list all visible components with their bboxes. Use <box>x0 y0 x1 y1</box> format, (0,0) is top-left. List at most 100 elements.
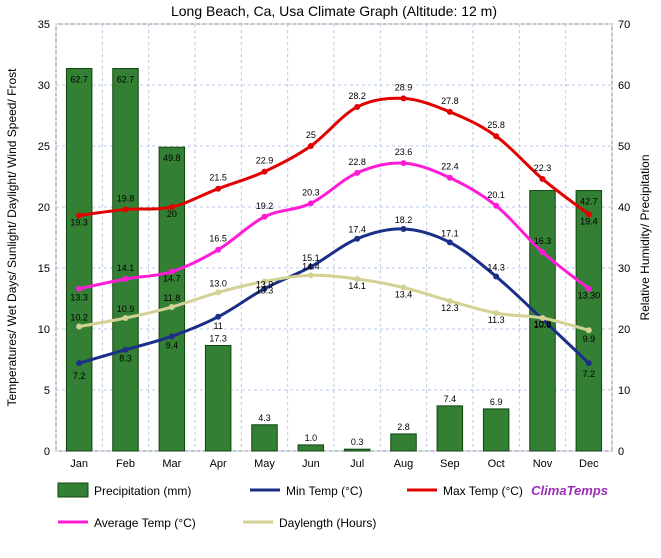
series-value-label: 28.2 <box>348 91 366 101</box>
series-value-label: 21.5 <box>209 173 227 183</box>
series-value-label: 14.1 <box>117 263 135 273</box>
series-value-label: 12.3 <box>441 303 459 313</box>
series-marker <box>308 272 314 278</box>
precipitation-bar <box>205 345 230 451</box>
series-marker <box>262 214 268 220</box>
left-tick-label: 30 <box>38 80 50 92</box>
series-marker <box>215 186 221 192</box>
series-marker <box>447 239 453 245</box>
series-value-label: 7.2 <box>583 369 596 379</box>
series-marker <box>354 104 360 110</box>
series-marker <box>447 109 453 115</box>
series-value-label: 7.2 <box>73 371 86 381</box>
series-value-label: 25 <box>306 130 316 140</box>
series-marker <box>169 304 175 310</box>
series-marker <box>76 324 82 330</box>
precipitation-bar <box>113 69 138 451</box>
series-value-label: 20 <box>167 209 177 219</box>
series-value-label: 23.6 <box>395 147 413 157</box>
precipitation-bar <box>344 449 369 451</box>
legend-swatch-bar <box>58 483 88 497</box>
series-marker <box>169 333 175 339</box>
legend-label: Precipitation (mm) <box>94 484 191 498</box>
series-marker <box>401 226 407 232</box>
left-tick-label: 5 <box>44 385 50 397</box>
right-tick-label: 0 <box>618 446 624 458</box>
left-tick-label: 25 <box>38 141 50 153</box>
right-tick-label: 30 <box>618 263 630 275</box>
series-value-label: 10.9 <box>117 304 135 314</box>
series-marker <box>123 206 129 212</box>
legend-label: Max Temp (°C) <box>443 484 523 498</box>
series-value-label: 19.4 <box>580 216 598 226</box>
series-marker <box>540 176 546 182</box>
bar-value-label: 49.8 <box>163 153 181 163</box>
series-value-label: 13.0 <box>209 278 227 288</box>
right-tick-label: 70 <box>618 19 630 31</box>
series-marker <box>401 160 407 166</box>
series-value-label: 11.8 <box>163 293 180 303</box>
series-marker <box>123 315 129 321</box>
precipitation-bar <box>298 445 323 451</box>
brand-label: ClimaTemps <box>531 483 608 498</box>
precipitation-bar <box>483 409 508 451</box>
legend-label: Daylength (Hours) <box>279 516 376 530</box>
series-value-label: 10.2 <box>70 313 88 323</box>
left-tick-label: 10 <box>38 324 50 336</box>
category-label: Nov <box>533 458 553 470</box>
series-marker <box>401 95 407 101</box>
series-value-label: 9.9 <box>583 334 596 344</box>
bar-value-label: 7.4 <box>444 394 457 404</box>
category-label: Oct <box>488 458 505 470</box>
right-tick-label: 60 <box>618 80 630 92</box>
series-value-label: 20.1 <box>487 190 505 200</box>
bar-value-label: 4.3 <box>258 413 271 423</box>
series-value-label: 16.5 <box>209 234 227 244</box>
series-marker <box>540 249 546 255</box>
series-value-label: 17.4 <box>348 225 366 235</box>
series-marker <box>447 175 453 181</box>
series-marker <box>354 236 360 242</box>
series-value-label: 13.4 <box>395 290 413 300</box>
series-value-label: 11 <box>213 321 222 331</box>
bar-value-label: 6.9 <box>490 397 503 407</box>
series-value-label: 22.4 <box>441 162 459 172</box>
right-tick-label: 40 <box>618 202 630 214</box>
series-value-label: 20.3 <box>302 187 320 197</box>
bar-value-label: 1.0 <box>305 433 318 443</box>
category-label: Jun <box>302 458 320 470</box>
series-value-label: 16.3 <box>534 236 552 246</box>
series-value-label: 18.2 <box>395 215 413 225</box>
series-value-label: 19.3 <box>70 218 88 228</box>
left-tick-label: 15 <box>38 263 50 275</box>
bar-value-label: 0.3 <box>351 437 364 447</box>
climate-chart: 05101520253035010203040506070JanFebMarAp… <box>0 0 661 558</box>
series-value-label: 22.8 <box>348 157 366 167</box>
left-tick-label: 0 <box>44 446 50 458</box>
series-value-label: 14.7 <box>163 274 181 284</box>
precipitation-bar <box>391 434 416 451</box>
series-marker <box>308 200 314 206</box>
series-value-label: 27.8 <box>441 96 459 106</box>
chart-title: Long Beach, Ca, Usa Climate Graph (Altit… <box>171 3 497 19</box>
category-label: May <box>254 458 275 470</box>
series-marker <box>354 170 360 176</box>
series-value-label: 14.3 <box>487 263 505 273</box>
legend-label: Min Temp (°C) <box>286 484 363 498</box>
left-axis-label: Temperatures/ Wet Days/ Sunlight/ Daylig… <box>5 68 19 407</box>
series-value-label: 13.3 <box>70 293 88 303</box>
series-marker <box>215 289 221 295</box>
bar-value-label: 62.7 <box>117 75 135 85</box>
series-value-label: 8.3 <box>119 354 132 364</box>
series-value-label: 17.1 <box>441 228 459 238</box>
chart-svg: 05101520253035010203040506070JanFebMarAp… <box>0 0 661 558</box>
series-marker <box>76 286 82 292</box>
category-label: Sep <box>440 458 460 470</box>
right-tick-label: 10 <box>618 385 630 397</box>
series-marker <box>123 276 129 282</box>
category-label: Jan <box>70 458 88 470</box>
series-marker <box>262 169 268 175</box>
bar-value-label: 42.7 <box>580 197 598 207</box>
right-axis-label: Relative Humidity/ Precipitation <box>638 154 652 320</box>
series-marker <box>493 203 499 209</box>
